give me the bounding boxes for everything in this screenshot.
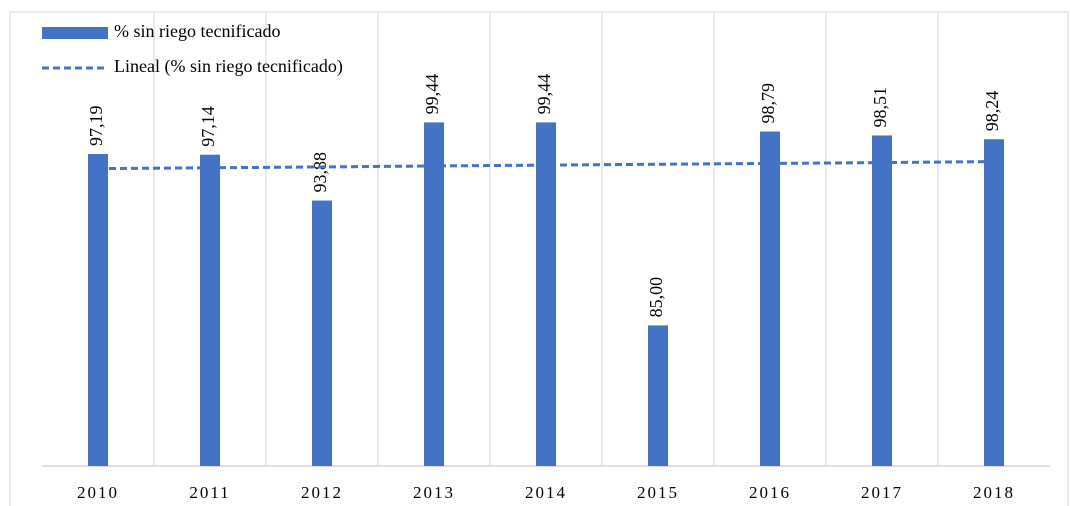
bar [872, 135, 892, 466]
data-label: 98,51 [870, 87, 890, 128]
x-tick-label: 2011 [189, 483, 230, 502]
x-tick-label: 2015 [637, 483, 679, 502]
legend-swatch [42, 27, 108, 39]
data-label: 97,14 [198, 106, 218, 147]
legend-label: Lineal (% sin riego tecnificado) [114, 56, 343, 77]
bar [312, 200, 332, 467]
x-tick-label: 2013 [413, 483, 455, 502]
data-label: 93,88 [310, 152, 330, 193]
x-tick-label: 2017 [861, 483, 903, 502]
x-tick-label: 2010 [77, 483, 119, 502]
x-tick-label: 2014 [525, 483, 567, 502]
legend-label: % sin riego tecnificado [114, 21, 280, 41]
data-label: 98,79 [758, 83, 778, 124]
data-label: 99,44 [422, 74, 442, 115]
trend-line [97, 160, 995, 171]
chart-border [9, 11, 1069, 506]
data-label: 98,24 [982, 91, 1002, 132]
bar [984, 139, 1004, 466]
data-label: 85,00 [646, 277, 666, 318]
bar [200, 154, 220, 466]
x-tick-label: 2016 [749, 483, 791, 502]
bar [648, 325, 668, 466]
bar [88, 154, 108, 466]
bar [424, 122, 444, 466]
bar [760, 131, 780, 466]
x-tick-label: 2012 [301, 483, 343, 502]
x-tick-label: 2018 [973, 483, 1015, 502]
data-label: 97,19 [86, 106, 106, 147]
data-label: 99,44 [534, 74, 554, 115]
bar [536, 122, 556, 466]
